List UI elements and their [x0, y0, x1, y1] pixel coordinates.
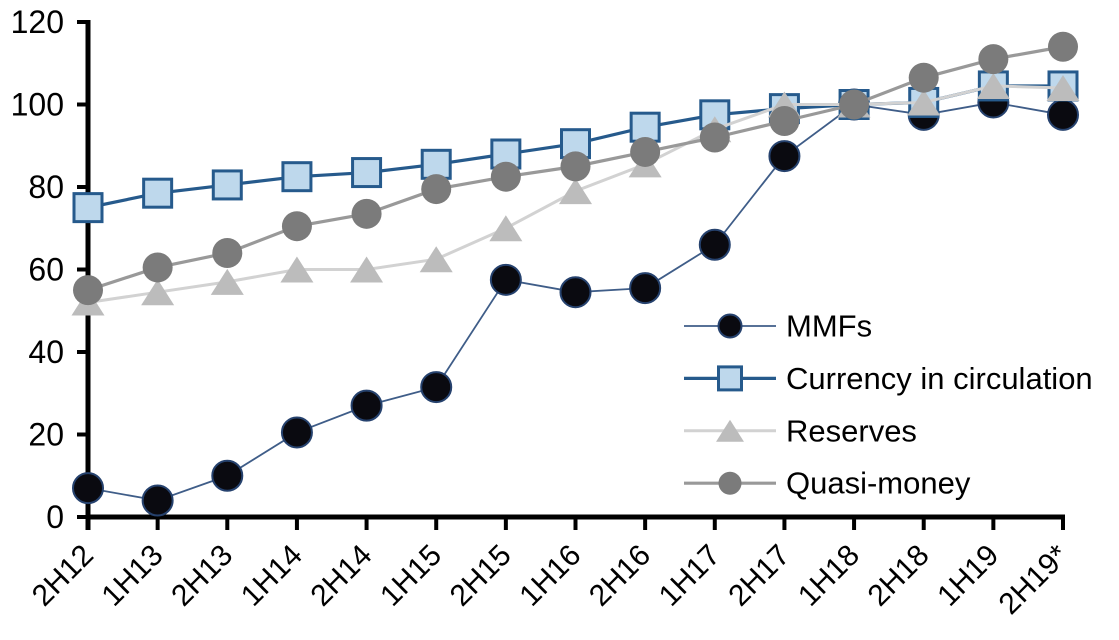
data-point-circle: [699, 122, 730, 153]
data-point-circle: [421, 174, 452, 205]
x-tick-label: 2H13: [165, 539, 239, 613]
x-tick-label: 1H17: [653, 539, 727, 613]
data-point-square: [72, 192, 104, 224]
data-point-circle: [718, 471, 742, 495]
y-tick-label: 0: [46, 499, 64, 535]
data-point-square: [351, 157, 383, 189]
x-tick-label: 1H18: [792, 539, 866, 613]
y-tick-label: 40: [28, 334, 64, 370]
data-point-triangle: [489, 215, 523, 242]
data-point-circle: [280, 416, 313, 449]
data-point-circle: [559, 276, 592, 309]
data-point-circle: [420, 371, 453, 404]
data-point-square: [142, 177, 174, 209]
legend-label: Quasi-money: [786, 466, 971, 501]
x-tick-label: 2H16: [583, 539, 657, 613]
x-tick-label: 2H14: [304, 539, 378, 613]
y-tick-label: 20: [28, 417, 64, 453]
data-point-triangle: [558, 178, 593, 205]
x-tick-label: 2H19*: [993, 538, 1076, 621]
data-point-circle: [629, 272, 662, 305]
x-tick-label: 2H17: [722, 539, 796, 613]
x-tick-label: 2H18: [862, 539, 936, 613]
data-point-square: [211, 169, 243, 201]
data-point-circle: [978, 44, 1009, 75]
data-point-circle: [839, 89, 870, 120]
data-point-triangle: [907, 89, 941, 116]
x-tick-label: 1H14: [235, 539, 309, 613]
data-point-circle: [350, 389, 383, 422]
y-tick-label: 60: [28, 252, 64, 288]
data-point-circle: [211, 459, 244, 492]
data-point-circle: [560, 151, 591, 182]
data-point-circle: [351, 198, 382, 229]
data-point-circle: [1048, 31, 1078, 62]
legend-label: MMFs: [786, 309, 872, 344]
x-tick-label: 2H12: [26, 539, 100, 613]
data-point-circle: [141, 484, 174, 517]
data-point-circle: [489, 263, 522, 296]
y-tick-label: 120: [11, 4, 64, 40]
data-point-circle: [490, 161, 521, 192]
data-point-triangle: [350, 256, 384, 283]
data-point-circle: [142, 252, 173, 283]
data-point-circle: [72, 472, 104, 505]
data-point-triangle: [419, 246, 453, 273]
data-point-circle: [698, 228, 731, 261]
data-point-circle: [908, 62, 939, 93]
y-tick-label: 80: [28, 169, 64, 205]
data-point-circle: [1047, 98, 1079, 131]
data-point-circle: [212, 238, 243, 268]
data-point-triangle: [716, 419, 744, 442]
data-point-triangle: [141, 279, 175, 306]
x-tick-label: 1H16: [513, 539, 587, 613]
x-tick-label: 1H15: [374, 539, 448, 613]
data-point-triangle: [1046, 75, 1080, 101]
legend-label: Currency in circulation: [786, 361, 1093, 396]
data-point-square: [281, 161, 313, 193]
y-tick-label: 100: [11, 87, 64, 123]
x-tick-label: 1H13: [96, 539, 170, 613]
data-point-circle: [281, 211, 312, 242]
data-point-circle: [717, 313, 743, 339]
x-tick-label: 1H19: [931, 539, 1005, 613]
data-point-triangle: [280, 256, 314, 283]
data-point-triangle: [210, 268, 244, 295]
data-point-circle: [768, 140, 801, 173]
x-tick-label: 2H15: [444, 539, 518, 613]
data-point-triangle: [976, 72, 1010, 99]
legend-label: Reserves: [786, 413, 917, 448]
data-point-square: [717, 365, 743, 392]
data-point-circle: [769, 106, 800, 136]
data-point-circle: [630, 136, 661, 167]
data-point-circle: [73, 275, 103, 306]
